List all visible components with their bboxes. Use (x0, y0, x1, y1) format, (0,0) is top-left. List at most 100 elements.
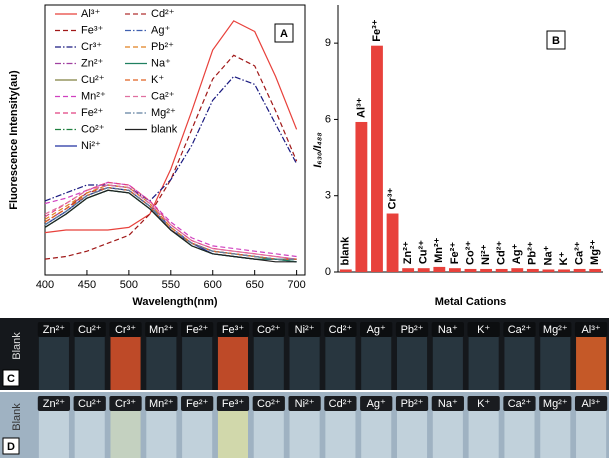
vial-label: K⁺ (477, 398, 490, 410)
vial (39, 410, 69, 458)
legend-label: Zn²⁺ (81, 57, 104, 69)
vial (576, 336, 606, 390)
bar (511, 268, 523, 272)
vial-label: Ca²⁺ (508, 398, 532, 410)
bar (574, 269, 586, 272)
bar-category-label: blank (340, 236, 352, 266)
vial (290, 336, 320, 390)
vial (110, 410, 140, 458)
vial (146, 410, 176, 458)
vial (576, 410, 606, 458)
vial-label: Mn²⁺ (149, 398, 174, 410)
series-line (45, 190, 297, 261)
vial-label: Ni²⁺ (295, 398, 315, 410)
vial (182, 336, 212, 390)
vial-label: Fe³⁺ (222, 324, 245, 336)
bar (558, 269, 570, 272)
vial (433, 410, 463, 458)
bar (340, 269, 352, 272)
y-tick-label: 0 (325, 266, 331, 278)
vial-label: Fe²⁺ (186, 324, 209, 336)
vial (110, 336, 140, 390)
vial (540, 410, 570, 458)
bar-category-label: Pb²⁺ (527, 241, 539, 265)
page: 400450500550600650700Wavelength(nm)Fluor… (0, 0, 609, 458)
bar-category-label: Na⁺ (542, 245, 554, 265)
y-tick-label: 3 (325, 190, 331, 202)
vial-label: Zn²⁺ (43, 324, 66, 336)
bar (543, 269, 555, 272)
bar (371, 46, 383, 272)
bar-category-label: Ag⁺ (511, 244, 523, 265)
x-axis-label: Wavelength(nm) (132, 296, 217, 308)
vial (361, 336, 391, 390)
vial (218, 410, 248, 458)
bar (355, 122, 367, 272)
legend-label: blank (151, 123, 178, 135)
x-tick-label: 600 (204, 279, 222, 291)
bar (589, 269, 601, 272)
vial (39, 336, 69, 390)
vial-label: Co²⁺ (257, 398, 281, 410)
vial-label: Na⁺ (438, 324, 458, 336)
panel-label: B (552, 35, 560, 47)
series-line (45, 188, 297, 260)
vial-label: Cu²⁺ (78, 324, 102, 336)
bar-category-label: Mg²⁺ (589, 239, 601, 265)
legend-label: Co²⁺ (81, 123, 105, 135)
side-label: Blank (11, 332, 23, 360)
legend-label: Fe²⁺ (81, 107, 104, 119)
bar-category-label: Fe²⁺ (449, 242, 461, 265)
vial-label: Cd²⁺ (329, 398, 353, 410)
panel-label: D (7, 441, 15, 453)
vial-label: Ca²⁺ (508, 324, 532, 336)
vial (361, 410, 391, 458)
vial (397, 336, 427, 390)
vial-label: Co²⁺ (257, 324, 281, 336)
vial (254, 336, 284, 390)
bar-category-label: Mn²⁺ (433, 237, 445, 263)
vial (397, 410, 427, 458)
bar-category-label: K⁺ (558, 252, 570, 266)
vial-label: Na⁺ (438, 398, 458, 410)
bar-category-label: Fe³⁺ (371, 19, 383, 42)
vial-label: Pb²⁺ (401, 398, 424, 410)
legend-label: K⁺ (151, 74, 164, 86)
bar (449, 268, 461, 272)
x-tick-label: 450 (78, 279, 96, 291)
legend-label: Ni²⁺ (81, 140, 101, 152)
bar-category-label: Cr³⁺ (386, 188, 398, 210)
bar (496, 269, 508, 272)
series-line (45, 185, 297, 259)
x-tick-label: 400 (36, 279, 54, 291)
bar-category-label: Cd²⁺ (496, 241, 508, 265)
figure: 400450500550600650700Wavelength(nm)Fluor… (0, 0, 609, 458)
y-tick-label: 9 (325, 37, 331, 49)
vial (325, 410, 355, 458)
bar-category-label: Co²⁺ (464, 241, 476, 265)
y-axis-label: I₆₃₀/I₄₈₈ (312, 132, 324, 168)
bar (387, 214, 399, 272)
vial-label: Al³⁺ (581, 398, 600, 410)
vial (75, 336, 105, 390)
bar (433, 267, 445, 272)
vial-label: Ni²⁺ (295, 324, 315, 336)
vial (469, 410, 499, 458)
legend-label: Ca²⁺ (151, 90, 175, 102)
bar-category-label: Zn²⁺ (402, 241, 414, 264)
x-tick-label: 550 (162, 279, 180, 291)
vial-label: Mg²⁺ (543, 398, 568, 410)
bar-category-label: Ca²⁺ (574, 241, 586, 265)
vial-label: Cd²⁺ (329, 324, 353, 336)
panel-label: C (7, 373, 15, 385)
legend-label: Al³⁺ (81, 8, 100, 20)
x-tick-label: 650 (245, 279, 263, 291)
vial (469, 336, 499, 390)
vial-label: Pb²⁺ (401, 324, 424, 336)
legend-label: Cu²⁺ (81, 74, 105, 86)
vial-label: Ag⁺ (367, 398, 386, 410)
vial (218, 336, 248, 390)
legend-label: Cr³⁺ (81, 41, 102, 53)
x-tick-label: 500 (120, 279, 138, 291)
x-tick-label: 700 (287, 279, 305, 291)
